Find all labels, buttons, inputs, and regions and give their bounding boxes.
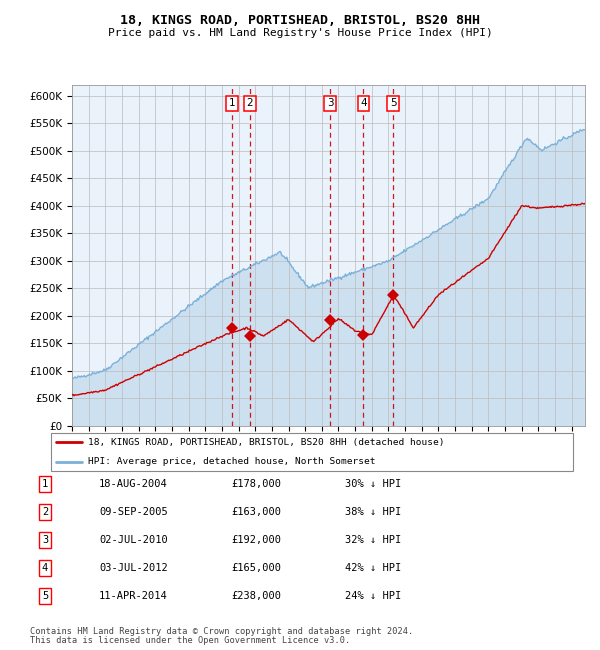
Text: This data is licensed under the Open Government Licence v3.0.: This data is licensed under the Open Gov… [30,636,350,645]
Text: £238,000: £238,000 [231,591,281,601]
Text: 18, KINGS ROAD, PORTISHEAD, BRISTOL, BS20 8HH (detached house): 18, KINGS ROAD, PORTISHEAD, BRISTOL, BS2… [88,438,444,447]
Text: 18-AUG-2004: 18-AUG-2004 [99,479,168,489]
Text: 2: 2 [42,507,48,517]
Text: 09-SEP-2005: 09-SEP-2005 [99,507,168,517]
Text: Contains HM Land Registry data © Crown copyright and database right 2024.: Contains HM Land Registry data © Crown c… [30,627,413,636]
Text: 4: 4 [42,563,48,573]
Text: 5: 5 [390,98,397,109]
Text: HPI: Average price, detached house, North Somerset: HPI: Average price, detached house, Nort… [88,458,375,466]
Text: 1: 1 [42,479,48,489]
Text: 1: 1 [229,98,236,109]
Text: 42% ↓ HPI: 42% ↓ HPI [345,563,401,573]
Text: 24% ↓ HPI: 24% ↓ HPI [345,591,401,601]
Text: £165,000: £165,000 [231,563,281,573]
FancyBboxPatch shape [50,433,574,471]
Text: 2: 2 [247,98,253,109]
Text: £163,000: £163,000 [231,507,281,517]
Text: £192,000: £192,000 [231,535,281,545]
Text: 3: 3 [327,98,334,109]
Text: 03-JUL-2012: 03-JUL-2012 [99,563,168,573]
Text: 30% ↓ HPI: 30% ↓ HPI [345,479,401,489]
Text: 02-JUL-2010: 02-JUL-2010 [99,535,168,545]
Text: 11-APR-2014: 11-APR-2014 [99,591,168,601]
Text: 38% ↓ HPI: 38% ↓ HPI [345,507,401,517]
Text: Price paid vs. HM Land Registry's House Price Index (HPI): Price paid vs. HM Land Registry's House … [107,28,493,38]
Text: 32% ↓ HPI: 32% ↓ HPI [345,535,401,545]
Text: £178,000: £178,000 [231,479,281,489]
Text: 3: 3 [42,535,48,545]
Text: 18, KINGS ROAD, PORTISHEAD, BRISTOL, BS20 8HH: 18, KINGS ROAD, PORTISHEAD, BRISTOL, BS2… [120,14,480,27]
Text: 5: 5 [42,591,48,601]
Text: 4: 4 [360,98,367,109]
